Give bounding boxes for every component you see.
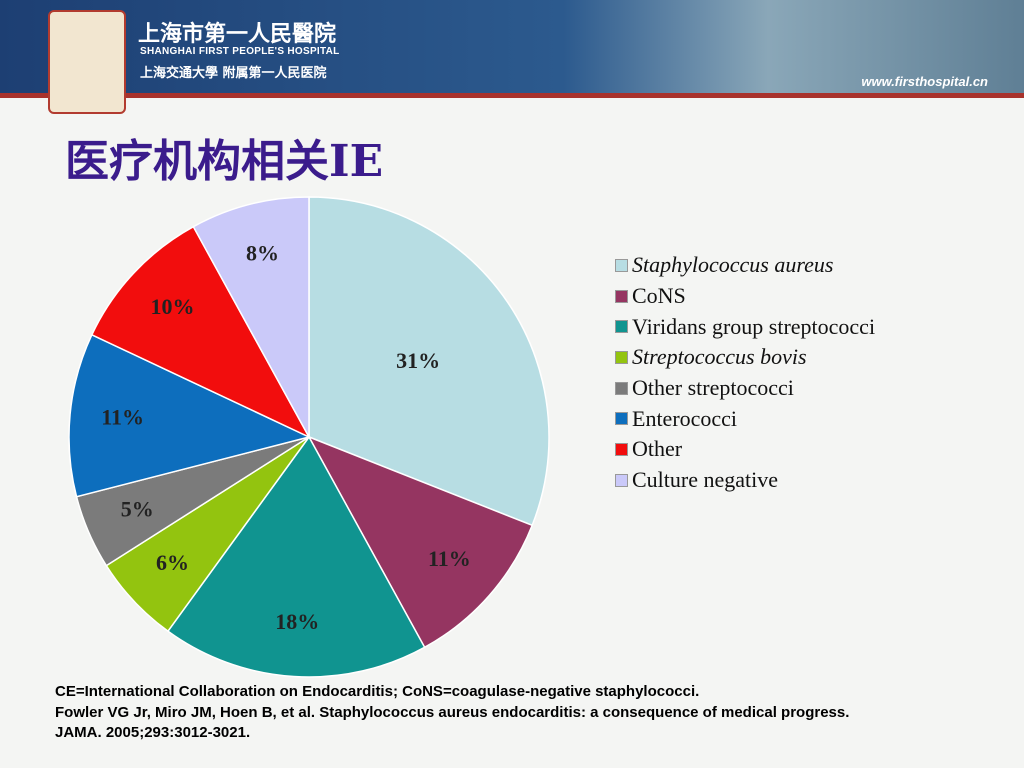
legend-swatch — [615, 350, 628, 364]
legend-label: Enterococci — [632, 405, 738, 431]
legend-label: Viridans group streptococci — [632, 313, 876, 339]
data-label: 11% — [101, 404, 144, 429]
legend-swatch — [615, 258, 628, 272]
header-band — [0, 0, 1024, 98]
pie-slice — [90, 225, 311, 439]
legend-swatch — [615, 381, 628, 395]
legend-item: Culture negative — [615, 465, 875, 496]
slide-title: 医疗机构相关IE — [65, 136, 384, 187]
legend-swatch — [615, 473, 628, 487]
pie-slice — [192, 196, 310, 438]
data-label: 11% — [428, 546, 471, 571]
pie-slice — [166, 435, 426, 678]
data-label: 10% — [151, 294, 195, 319]
legend-swatch — [615, 412, 628, 426]
pie-slice — [307, 435, 534, 649]
affiliation: 上海交通大學 附属第一人民医院 — [140, 66, 327, 81]
data-label: 6% — [156, 550, 189, 575]
footnote-line: JAMA. 2005;293:3012-3021. — [55, 724, 251, 741]
data-label: 8% — [246, 241, 279, 266]
legend-item: Viridans group streptococci — [615, 311, 875, 342]
footnote: CE=International Collaboration on Endoca… — [55, 682, 849, 744]
legend-label: Staphylococcus aureus — [632, 252, 834, 278]
footnote-line: CE=International Collaboration on Endoca… — [55, 683, 700, 700]
legend-item: Enterococci — [615, 403, 875, 434]
legend-label: Other — [632, 436, 683, 462]
data-label: 5% — [121, 496, 154, 521]
legend-item: Other streptococci — [615, 373, 875, 404]
legend: Staphylococcus aureus CoNS Viridans group … — [615, 250, 875, 496]
data-label: 18% — [275, 609, 319, 634]
legend-item: CoNS — [615, 281, 875, 312]
legend-swatch — [615, 289, 628, 303]
legend-item: Staphylococcus aureus — [615, 250, 875, 281]
pie-slice — [308, 196, 550, 527]
legend-label: CoNS — [632, 283, 686, 309]
data-label: 31% — [396, 348, 440, 373]
legend-label: Streptococcus bovis — [632, 344, 807, 370]
legend-swatch — [615, 320, 628, 334]
legend-label: Other streptococci — [632, 375, 794, 401]
logo — [48, 10, 126, 114]
legend-label: Culture negative — [632, 467, 779, 493]
pie-slice — [68, 333, 312, 498]
footnote-line: Fowler VG Jr, Miro JM, Hoen B, et al. St… — [55, 703, 850, 721]
hospital-name: 上海市第一人民醫院 — [138, 21, 337, 47]
url: www.firsthospital.cn — [861, 74, 988, 89]
legend-item: Streptococcus bovis — [615, 342, 875, 373]
legend-swatch — [615, 442, 628, 456]
legend-item: Other — [615, 434, 875, 465]
hospital-name-en: SHANGHAI FIRST PEOPLE'S HOSPITAL — [140, 46, 340, 57]
